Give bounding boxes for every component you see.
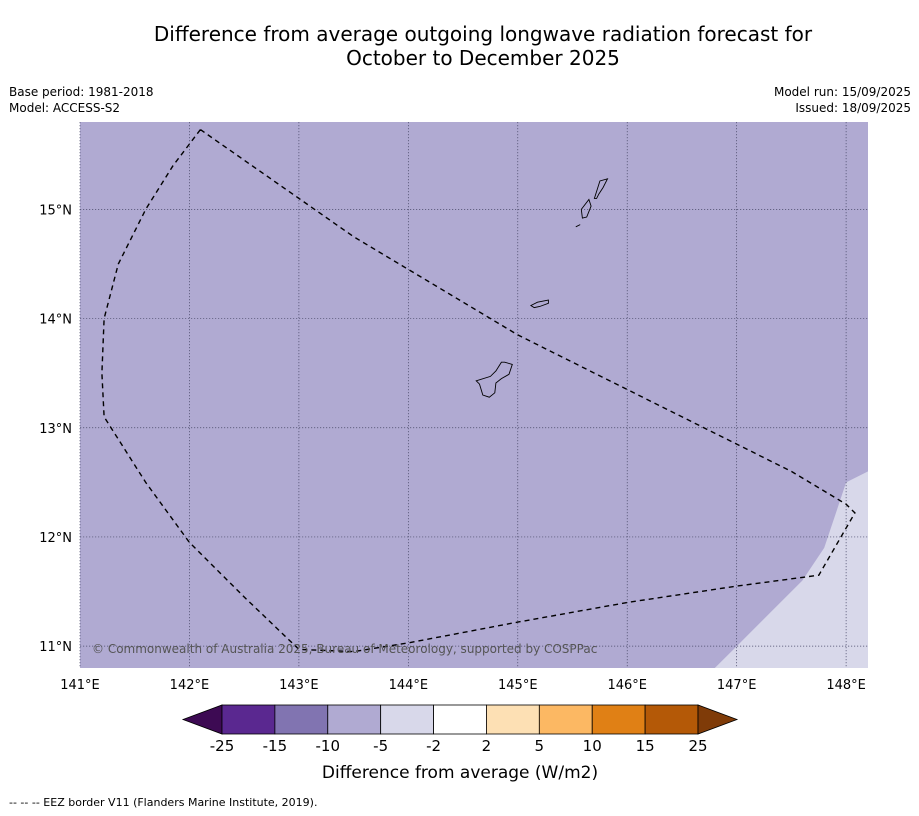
colorbar-tick-label: -25: [210, 737, 235, 755]
model-run-text: Model run: 15/09/2025: [773, 85, 911, 99]
metadata-left: Base period: 1981-2018 Model: ACCESS-S2: [9, 84, 154, 116]
colorbar-extend-high: [697, 704, 739, 735]
colorbar-extend-low: [181, 704, 223, 735]
lon-tick-label: 141°E: [60, 678, 100, 693]
colorbar-tick-label: 10: [583, 737, 602, 755]
map-figure: 141°E 142°E 143°E 144°E 145°E 146°E 147°E 148°E…: [39, 122, 868, 783]
colorbar-segment: [380, 704, 434, 735]
lon-tick-label: 145°E: [498, 678, 538, 693]
colorbar-tick-label: 2: [482, 737, 492, 755]
colorbar-segment: [486, 704, 540, 735]
island-saipan: [593, 178, 609, 199]
category-region-0: [714, 471, 868, 668]
colorbar-tick-label: -10: [316, 737, 341, 755]
lon-tick-label: 142°E: [170, 678, 210, 693]
colorbar-segment: [274, 704, 329, 735]
title-line-2: October to December 2025: [346, 46, 620, 70]
colorbar-segment: [538, 704, 593, 735]
eez-border-legend: -- -- -- EEZ border V11 (Flanders Marine…: [9, 796, 318, 809]
colorbar-segment: [327, 704, 382, 735]
colorbar-segment: [433, 704, 487, 735]
island-tinian: [580, 198, 592, 219]
metadata-right: Model run: 15/09/2025 Issued: 18/09/2025: [774, 84, 911, 116]
issued-text: Issued: 18/09/2025: [795, 101, 911, 115]
lon-tick-label: 147°E: [717, 678, 757, 693]
lat-tick-label: 15°N: [39, 203, 72, 218]
colorbar-tick-label: 15: [636, 737, 655, 755]
colorbar-tick-label: -2: [426, 737, 441, 755]
colorbar-label: Difference from average (W/m2): [322, 763, 598, 783]
island-aguijan: [575, 224, 581, 228]
lat-tick-label: 11°N: [39, 640, 72, 655]
island-rota: [529, 299, 549, 309]
lat-tick-label: 14°N: [39, 313, 72, 328]
colorbar-tick-label: -5: [373, 737, 388, 755]
copyright-text: © Commonwealth of Australia 2025, Bureau…: [92, 642, 597, 656]
base-period-text: Base period: 1981-2018: [9, 85, 154, 99]
lon-tick-label: 143°E: [279, 678, 319, 693]
forecast-field-background: [80, 122, 868, 668]
lat-tick-label: 13°N: [39, 422, 72, 437]
lon-tick-label: 146°E: [607, 678, 647, 693]
island-guam: [475, 361, 513, 398]
colorbar-tick-label: 5: [535, 737, 545, 755]
lon-tick-label: 144°E: [389, 678, 429, 693]
model-text: Model: ACCESS-S2: [9, 101, 121, 115]
colorbar-segment: [591, 704, 646, 735]
colorbar-tick-label: -15: [263, 737, 288, 755]
chart-title: Difference from average outgoing longwav…: [23, 22, 919, 70]
lat-tick-label: 12°N: [39, 531, 72, 546]
lon-tick-label: 148°E: [826, 678, 866, 693]
title-line-1: Difference from average outgoing longwav…: [153, 22, 813, 46]
colorbar-segment: [221, 704, 276, 735]
colorbar-segment: [644, 704, 699, 735]
colorbar-tick-label: 25: [688, 737, 707, 755]
